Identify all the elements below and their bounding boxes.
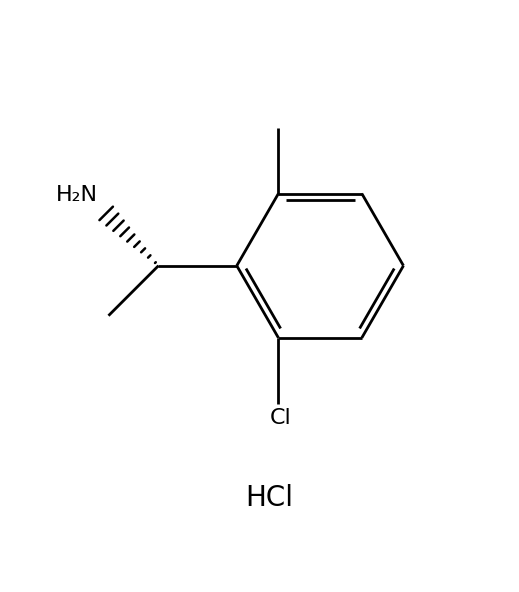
- Text: HCl: HCl: [245, 484, 294, 512]
- Text: Cl: Cl: [270, 407, 292, 427]
- Text: H₂N: H₂N: [56, 185, 98, 205]
